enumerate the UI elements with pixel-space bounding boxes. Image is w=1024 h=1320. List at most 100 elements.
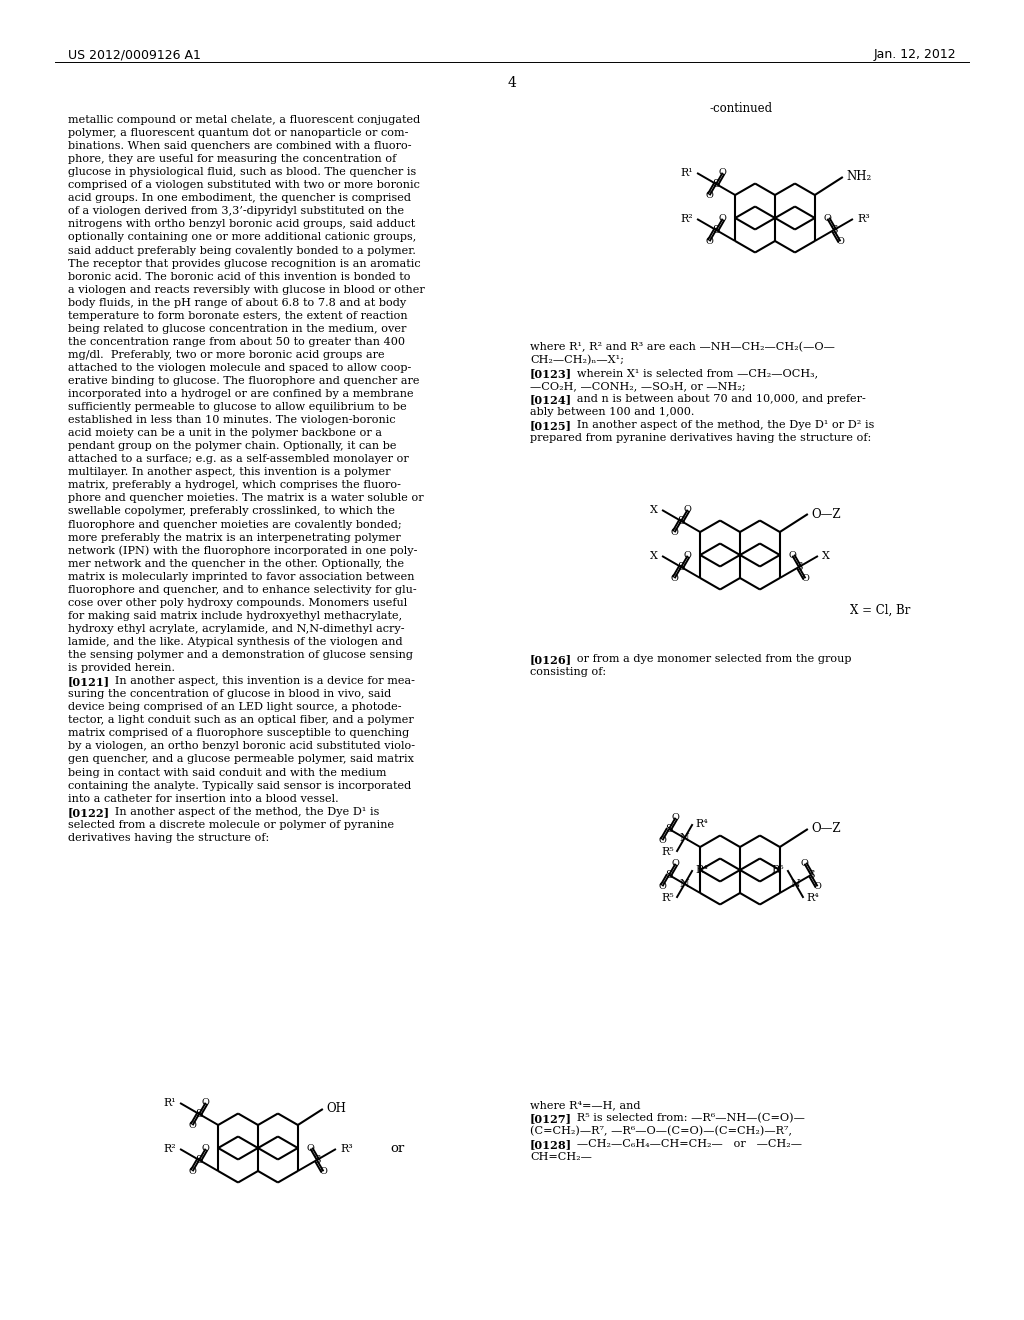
Text: —CH₂—C₆H₄—CH=CH₂—   or   —CH₂—: —CH₂—C₆H₄—CH=CH₂— or —CH₂—: [566, 1139, 802, 1150]
Text: O: O: [202, 1144, 210, 1154]
Text: O: O: [319, 1167, 328, 1176]
Text: O: O: [684, 552, 691, 560]
Text: wherein X¹ is selected from —CH₂—OCH₃,: wherein X¹ is selected from —CH₂—OCH₃,: [566, 368, 818, 378]
Text: hydroxy ethyl acrylate, acrylamide, and N,N-dimethyl acry-: hydroxy ethyl acrylate, acrylamide, and …: [68, 624, 404, 634]
Text: containing the analyte. Typically said sensor is incorporated: containing the analyte. Typically said s…: [68, 780, 412, 791]
Text: O: O: [802, 574, 809, 582]
Text: NH₂: NH₂: [847, 170, 872, 183]
Text: glucose in physiological fluid, such as blood. The quencher is: glucose in physiological fluid, such as …: [68, 168, 416, 177]
Text: cose over other poly hydroxy compounds. Monomers useful: cose over other poly hydroxy compounds. …: [68, 598, 408, 607]
Text: X: X: [822, 550, 829, 561]
Text: (C=CH₂)—R⁷, —R⁶—O—(C=O)—(C=CH₂)—R⁷,: (C=CH₂)—R⁷, —R⁶—O—(C=O)—(C=CH₂)—R⁷,: [530, 1126, 792, 1137]
Text: mer network and the quencher in the other. Optionally, the: mer network and the quencher in the othe…: [68, 558, 404, 569]
Text: or: or: [390, 1142, 404, 1155]
Text: O: O: [706, 236, 714, 246]
Text: prepared from pyranine derivatives having the structure of:: prepared from pyranine derivatives havin…: [530, 433, 871, 444]
Text: fluorophore and quencher, and to enhance selectivity for glu-: fluorophore and quencher, and to enhance…: [68, 585, 417, 595]
Text: lamide, and the like. Atypical synthesis of the viologen and: lamide, and the like. Atypical synthesis…: [68, 638, 402, 647]
Text: O—Z: O—Z: [812, 822, 842, 836]
Text: R⁵: R⁵: [772, 865, 784, 875]
Text: R⁵ is selected from: —R⁶—NH—(C=O)—: R⁵ is selected from: —R⁶—NH—(C=O)—: [566, 1113, 805, 1123]
Text: S: S: [666, 870, 673, 880]
Text: mg/dl.  Preferably, two or more boronic acid groups are: mg/dl. Preferably, two or more boronic a…: [68, 350, 385, 360]
Text: R³: R³: [857, 214, 869, 224]
Text: R⁵: R⁵: [660, 892, 674, 903]
Text: optionally containing one or more additional cationic groups,: optionally containing one or more additi…: [68, 232, 416, 243]
Text: body fluids, in the pH range of about 6.8 to 7.8 and at body: body fluids, in the pH range of about 6.…: [68, 298, 407, 308]
Text: by a viologen, an ortho benzyl boronic acid substituted violo-: by a viologen, an ortho benzyl boronic a…: [68, 742, 415, 751]
Text: S: S: [196, 1155, 203, 1166]
Text: swellable copolymer, preferably crosslinked, to which the: swellable copolymer, preferably crosslin…: [68, 507, 395, 516]
Text: phore, they are useful for measuring the concentration of: phore, they are useful for measuring the…: [68, 154, 396, 164]
Text: selected from a discrete molecule or polymer of pyranine: selected from a discrete molecule or pol…: [68, 820, 394, 830]
Text: derivatives having the structure of:: derivatives having the structure of:: [68, 833, 269, 842]
Text: O: O: [671, 528, 679, 537]
Text: nitrogens with ortho benzyl boronic acid groups, said adduct: nitrogens with ortho benzyl boronic acid…: [68, 219, 416, 230]
Text: into a catheter for insertion into a blood vessel.: into a catheter for insertion into a blo…: [68, 793, 339, 804]
Text: acid moiety can be a unit in the polymer backbone or a: acid moiety can be a unit in the polymer…: [68, 428, 382, 438]
Text: matrix comprised of a fluorophore susceptible to quenching: matrix comprised of a fluorophore suscep…: [68, 729, 410, 738]
Text: CH=CH₂—: CH=CH₂—: [530, 1152, 592, 1162]
Text: gen quencher, and a glucose permeable polymer, said matrix: gen quencher, and a glucose permeable po…: [68, 755, 414, 764]
Text: O: O: [814, 882, 821, 891]
Text: matrix, preferably a hydrogel, which comprises the fluoro-: matrix, preferably a hydrogel, which com…: [68, 480, 400, 491]
Text: N: N: [791, 879, 801, 888]
Text: a viologen and reacts reversibly with glucose in blood or other: a viologen and reacts reversibly with gl…: [68, 285, 425, 294]
Text: X: X: [650, 550, 658, 561]
Text: X: X: [650, 506, 658, 515]
Text: US 2012/0009126 A1: US 2012/0009126 A1: [68, 48, 201, 61]
Text: In another aspect, this invention is a device for mea-: In another aspect, this invention is a d…: [104, 676, 415, 686]
Text: CH₂—CH₂)ₙ—X¹;: CH₂—CH₂)ₙ—X¹;: [530, 355, 624, 366]
Text: of a viologen derived from 3,3’-dipyridyl substituted on the: of a viologen derived from 3,3’-dipyridy…: [68, 206, 404, 216]
Text: S: S: [830, 224, 838, 235]
Text: boronic acid. The boronic acid of this invention is bonded to: boronic acid. The boronic acid of this i…: [68, 272, 411, 281]
Text: for making said matrix include hydroxyethyl methacrylate,: for making said matrix include hydroxyet…: [68, 611, 402, 620]
Text: polymer, a fluorescent quantum dot or nanoparticle or com-: polymer, a fluorescent quantum dot or na…: [68, 128, 409, 139]
Text: suring the concentration of glucose in blood in vivo, said: suring the concentration of glucose in b…: [68, 689, 391, 700]
Text: O: O: [306, 1144, 314, 1154]
Text: said adduct preferably being covalently bonded to a polymer.: said adduct preferably being covalently …: [68, 246, 416, 256]
Text: incorporated into a hydrogel or are confined by a membrane: incorporated into a hydrogel or are conf…: [68, 389, 414, 399]
Text: N: N: [680, 879, 689, 888]
Text: [0124]: [0124]: [530, 395, 572, 405]
Text: the concentration range from about 50 to greater than 400: the concentration range from about 50 to…: [68, 337, 406, 347]
Text: O: O: [823, 214, 831, 223]
Text: S: S: [713, 180, 720, 189]
Text: R¹: R¹: [164, 1098, 176, 1107]
Text: O: O: [837, 236, 845, 246]
Text: [0126]: [0126]: [530, 653, 572, 665]
Text: R²: R²: [680, 214, 693, 224]
Text: being in contact with said conduit and with the medium: being in contact with said conduit and w…: [68, 767, 386, 777]
Text: R⁵: R⁵: [660, 847, 674, 857]
Text: Jan. 12, 2012: Jan. 12, 2012: [873, 48, 956, 61]
Text: O: O: [188, 1167, 197, 1176]
Text: network (IPN) with the fluorophore incorporated in one poly-: network (IPN) with the fluorophore incor…: [68, 545, 418, 556]
Text: is provided herein.: is provided herein.: [68, 663, 175, 673]
Text: established in less than 10 minutes. The viologen-boronic: established in less than 10 minutes. The…: [68, 416, 395, 425]
Text: S: S: [196, 1109, 203, 1119]
Text: and n is between about 70 and 10,000, and prefer-: and n is between about 70 and 10,000, an…: [566, 395, 865, 404]
Text: [0128]: [0128]: [530, 1139, 572, 1150]
Text: O: O: [788, 552, 797, 560]
Text: In another aspect of the method, the Dye D¹ or D² is: In another aspect of the method, the Dye…: [566, 420, 874, 430]
Text: O: O: [202, 1098, 210, 1107]
Text: matrix is molecularly imprinted to favor association between: matrix is molecularly imprinted to favor…: [68, 572, 415, 582]
Text: O: O: [719, 168, 727, 177]
Text: S: S: [795, 562, 803, 572]
Text: -continued: -continued: [710, 102, 773, 115]
Text: The receptor that provides glucose recognition is an aromatic: The receptor that provides glucose recog…: [68, 259, 421, 268]
Text: O: O: [801, 859, 809, 869]
Text: erative binding to glucose. The fluorophore and quencher are: erative binding to glucose. The fluoroph…: [68, 376, 420, 385]
Text: metallic compound or metal chelate, a fluorescent conjugated: metallic compound or metal chelate, a fl…: [68, 115, 420, 125]
Text: [0122]: [0122]: [68, 807, 111, 817]
Text: tector, a light conduit such as an optical fiber, and a polymer: tector, a light conduit such as an optic…: [68, 715, 414, 725]
Text: being related to glucose concentration in the medium, over: being related to glucose concentration i…: [68, 323, 407, 334]
Text: R⁴: R⁴: [807, 892, 819, 903]
Text: O: O: [719, 214, 727, 223]
Text: S: S: [713, 224, 720, 235]
Text: attached to a surface; e.g. as a self-assembled monolayer or: attached to a surface; e.g. as a self-as…: [68, 454, 409, 465]
Text: [0127]: [0127]: [530, 1113, 572, 1125]
Text: O—Z: O—Z: [812, 507, 842, 520]
Text: —CO₂H, —CONH₂, —SO₃H, or —NH₂;: —CO₂H, —CONH₂, —SO₃H, or —NH₂;: [530, 381, 745, 391]
Text: O: O: [671, 574, 679, 582]
